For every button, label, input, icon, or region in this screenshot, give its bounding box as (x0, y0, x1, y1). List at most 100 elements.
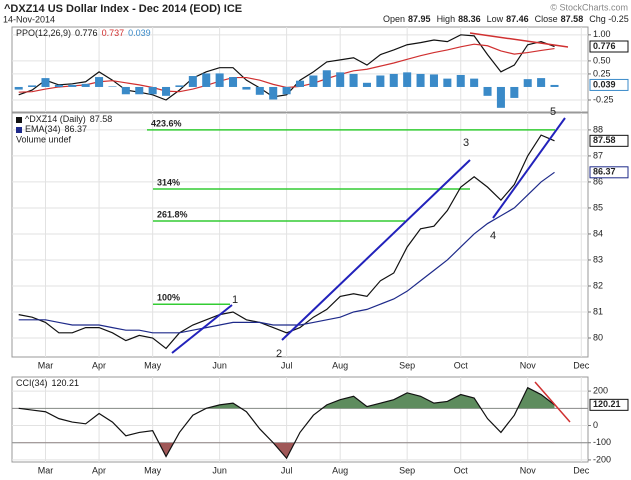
histogram-bar (309, 75, 318, 87)
x-tick-label: Aug (332, 465, 348, 475)
histogram-bar (108, 86, 117, 87)
x-tick-label: Dec (573, 360, 590, 370)
value-box-label: 120.21 (593, 399, 621, 409)
chart-date: 14-Nov-2014 (3, 14, 55, 24)
x-tick-label: Sep (399, 360, 415, 370)
text-part: 87.58 (90, 114, 113, 124)
histogram-bar (229, 77, 238, 87)
x-tick-label: Nov (520, 360, 537, 370)
legend-swatch (16, 127, 22, 133)
value-box-label: 87.58 (593, 135, 616, 145)
x-tick-label: Jul (281, 465, 293, 475)
y-tick-label: 86 (593, 176, 603, 186)
series-line (18, 34, 555, 101)
text-part: 0.039 (128, 28, 151, 38)
y-tick-label: 82 (593, 280, 603, 290)
histogram-bar (403, 72, 412, 87)
quote: Open 87.95 High 88.36 Low 87.46 Close 87.58 Chg … (383, 14, 631, 24)
y-tick-label: 80 (593, 332, 603, 342)
text-part: 87.58 (561, 14, 584, 24)
value-box-label: 0.039 (593, 79, 616, 89)
fib-label: 261.8% (157, 209, 188, 219)
y-tick-label: 83 (593, 254, 603, 264)
histogram-bar (68, 84, 77, 87)
source: © StockCharts.com (550, 2, 628, 12)
trend-line (492, 117, 566, 219)
series-line (18, 386, 555, 460)
histogram-bar (443, 78, 452, 87)
histogram-bar (295, 80, 305, 87)
histogram-bar (470, 78, 479, 87)
series-line (18, 171, 555, 334)
x-tick-label: May (144, 465, 162, 475)
histogram-bar (389, 73, 398, 87)
histogram-bar (483, 86, 492, 96)
y-tick-label: 84 (593, 228, 603, 238)
value-box (589, 78, 629, 91)
x-tick-label: Jun (212, 360, 227, 370)
value-box-label: 86.37 (593, 167, 616, 177)
histogram-bar (28, 85, 37, 87)
histogram-bar (349, 73, 358, 87)
text-part: High (437, 14, 456, 24)
histogram-bar (175, 85, 184, 87)
panel-frame (11, 26, 589, 113)
histogram-bar (202, 73, 211, 87)
histogram-bar (81, 83, 90, 87)
y-tick-label: 87 (593, 150, 603, 160)
histogram-bar (255, 86, 264, 95)
histogram-bar (242, 86, 251, 90)
panel-legend: ^DXZ14 (Daily) 87.58 (25, 114, 112, 124)
chart-title: ^DXZ14 US Dollar Index - Dec 2014 (EOD) … (4, 3, 242, 15)
wave-label: 5 (550, 106, 556, 118)
wave-label: 1 (232, 294, 238, 306)
histogram-bar (496, 86, 505, 108)
histogram-bar (416, 73, 425, 87)
fib-label: 423.6% (151, 118, 182, 128)
histogram-bar (215, 73, 224, 87)
histogram-bar (429, 74, 438, 87)
value-box (589, 134, 629, 147)
y-tick-label: 88 (593, 124, 603, 134)
histogram-bar (162, 86, 171, 96)
legend-swatch (16, 117, 22, 123)
y-tick-label: -0.25 (593, 94, 614, 104)
series-line (18, 134, 555, 350)
histogram-bar (510, 86, 519, 98)
y-tick-label: 0 (593, 420, 598, 430)
panel-frame (11, 376, 589, 463)
text-part: EMA(34) (25, 124, 61, 134)
text-part: 86.37 (65, 124, 88, 134)
text-part: Open (383, 14, 405, 24)
value-box (589, 40, 629, 53)
histogram-bar (456, 74, 465, 87)
histogram-bar (14, 86, 23, 90)
cci-trend-line (534, 381, 571, 423)
histogram-bar (523, 79, 532, 87)
text-part: 87.46 (506, 14, 529, 24)
histogram-bar (550, 84, 559, 87)
x-tick-label: Dec (573, 465, 590, 475)
trend-line (171, 304, 233, 354)
y-tick-label: 81 (593, 306, 603, 316)
histogram-bar (537, 78, 546, 87)
panel-note: Volume undef (16, 134, 72, 144)
x-tick-label: Jul (281, 360, 293, 370)
y-tick-label: 85 (593, 202, 603, 212)
x-tick-label: Sep (399, 465, 415, 475)
wave-label: 4 (490, 230, 496, 242)
x-tick-label: Oct (454, 360, 469, 370)
panel-frame (11, 112, 589, 358)
text-part: CCI(34) (16, 378, 48, 388)
y-tick-label: -200 (593, 454, 611, 464)
text-part: Chg -0.25 (-0.28%) (589, 14, 631, 24)
histogram-bar (188, 76, 197, 87)
wave-label: 3 (463, 137, 469, 149)
histogram-bar (269, 86, 278, 100)
text-part: 87.95 (408, 14, 431, 24)
x-tick-label: Jun (212, 465, 227, 475)
value-box (589, 398, 629, 411)
